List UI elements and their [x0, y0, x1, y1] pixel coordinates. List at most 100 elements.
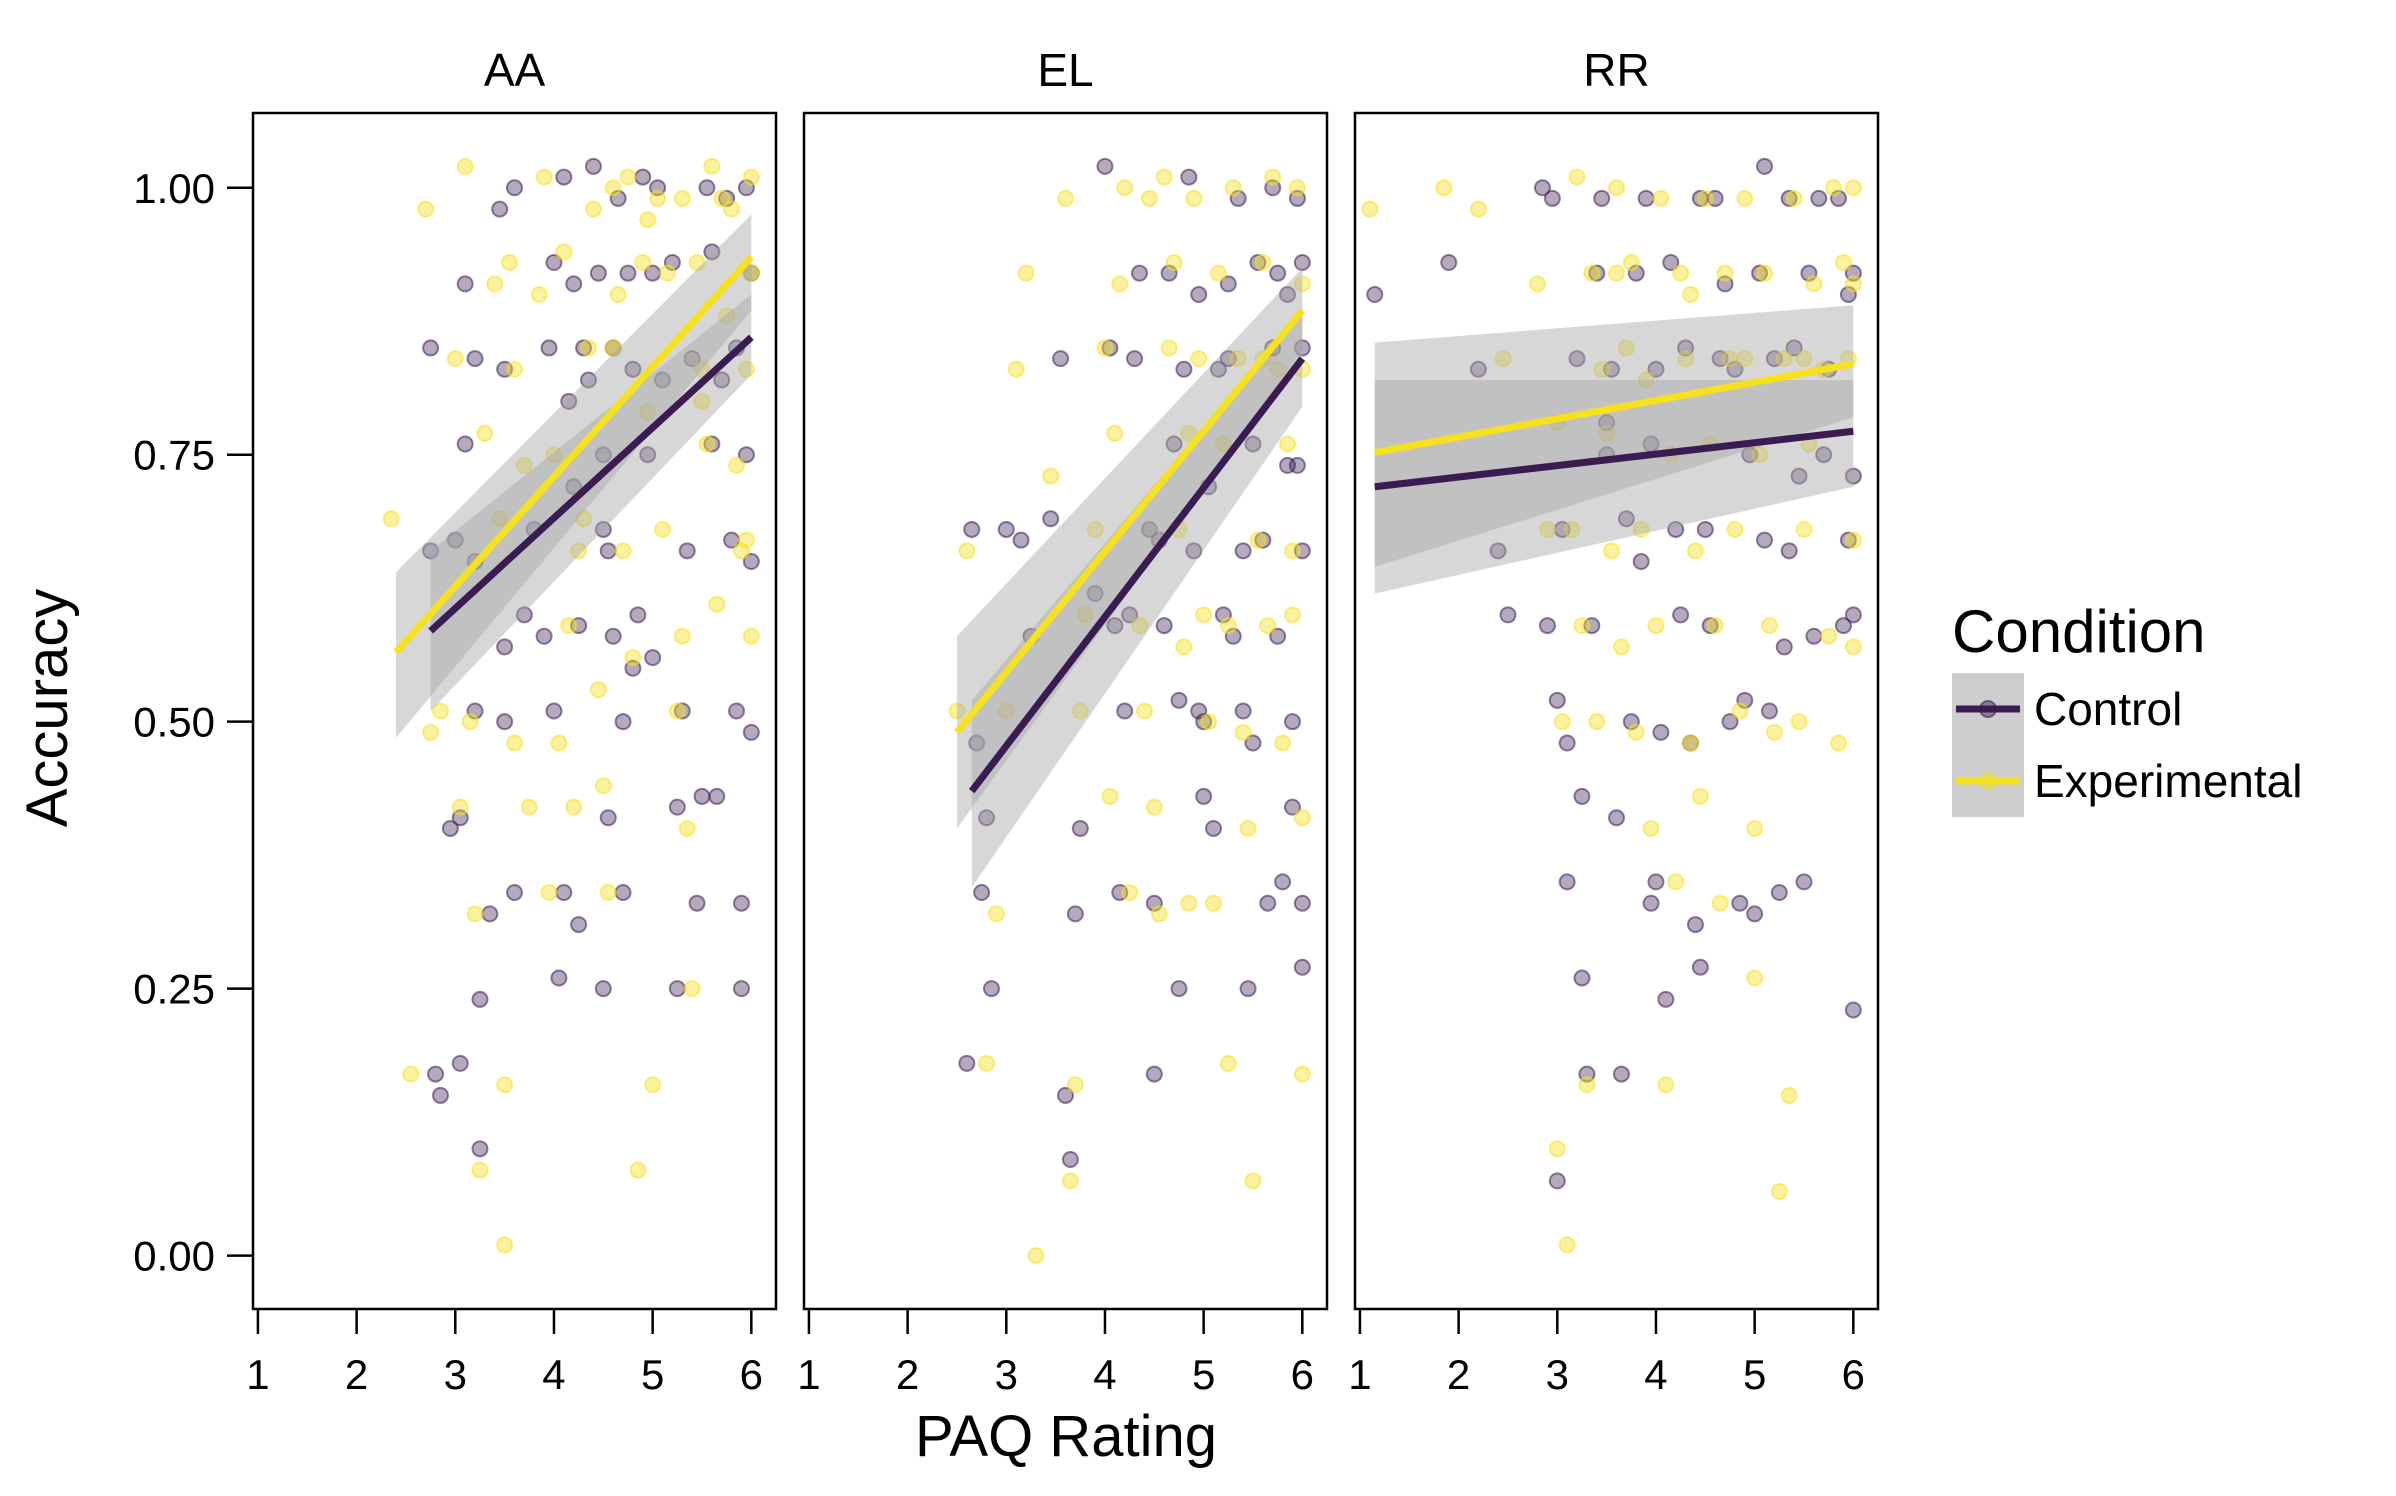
data-point-experimental [1548, 1140, 1566, 1158]
data-point-experimental [693, 392, 711, 410]
data-point-control [1785, 339, 1803, 357]
data-point-experimental [555, 243, 573, 261]
data-point-experimental [708, 595, 726, 613]
confidence-band-experimental [956, 267, 1303, 829]
facet-panel-el: EL 1 2 3 4 5 6 [797, 44, 1329, 1398]
data-point-control [1672, 606, 1690, 624]
data-point-experimental [1076, 606, 1094, 624]
data-point-experimental [1598, 424, 1616, 442]
data-point-control [604, 627, 622, 645]
data-point-experimental [1244, 1172, 1262, 1190]
data-point-control [594, 520, 612, 538]
data-point-experimental [1042, 467, 1060, 485]
data-point-experimental [1578, 1076, 1596, 1094]
data-point-experimental [1608, 179, 1625, 197]
data-point-experimental [673, 627, 691, 645]
data-point-experimental [1057, 189, 1074, 207]
y-tick-label: 0.50 [133, 699, 215, 746]
y-tick-label: 1.00 [133, 165, 215, 212]
data-point-experimental [1603, 542, 1621, 560]
data-point-control [1756, 157, 1774, 175]
data-point-control [540, 339, 558, 357]
data-point-control [1244, 435, 1262, 453]
data-point-experimental [476, 424, 494, 442]
data-point-control [599, 809, 617, 827]
data-point-experimental [604, 339, 622, 357]
data-point-experimental [1155, 168, 1173, 186]
data-point-control [1096, 157, 1114, 175]
data-point-control [565, 275, 583, 293]
data-point-experimental [1283, 606, 1301, 624]
data-point-control [1061, 1151, 1079, 1168]
data-point-control [1647, 360, 1665, 378]
data-point-experimental [634, 254, 652, 271]
data-point-control [978, 809, 996, 827]
data-point-control [708, 787, 726, 805]
data-point-experimental [1652, 189, 1670, 207]
data-point-experimental [1234, 723, 1252, 741]
data-point-experimental [520, 798, 538, 816]
data-point-experimental [1185, 189, 1203, 207]
data-point-control [1244, 734, 1262, 752]
data-point-control [1254, 531, 1272, 549]
data-point-control [973, 884, 991, 902]
data-point-experimental [718, 307, 736, 325]
data-point-control [968, 734, 986, 752]
data-point-experimental [1677, 350, 1695, 368]
data-point-experimental [742, 168, 760, 186]
data-point-experimental [948, 702, 966, 720]
data-point-experimental [693, 360, 711, 378]
data-point-experimental [1274, 734, 1292, 752]
data-point-control [555, 884, 573, 902]
data-point-control [1269, 627, 1287, 645]
data-point-control [1071, 819, 1089, 837]
data-point-control [688, 894, 706, 912]
data-point-experimental [501, 254, 519, 271]
data-point-experimental [580, 339, 598, 357]
data-point-control [1293, 894, 1311, 912]
data-point-experimental [1736, 189, 1754, 207]
data-point-control [1701, 617, 1719, 635]
legend-key-point [1979, 700, 1997, 718]
data-point-experimental [1361, 200, 1379, 218]
data-point-experimental [1553, 713, 1571, 731]
data-point-control [584, 157, 602, 175]
data-point-experimental [1711, 894, 1729, 912]
facet-panel-rr: RR 1 2 3 4 5 6 [1348, 44, 1880, 1398]
data-point-experimental [1746, 969, 1764, 987]
data-point-control [703, 243, 721, 261]
data-point-experimental [1657, 1076, 1675, 1094]
trend-line-experimental [1374, 360, 1854, 457]
data-point-experimental [1145, 798, 1163, 816]
data-point-experimental [1844, 531, 1862, 549]
data-point-control [594, 980, 612, 998]
data-point-control [1293, 958, 1311, 976]
data-point-control [441, 819, 459, 837]
data-point-experimental [1647, 617, 1665, 635]
data-point-control [1195, 787, 1213, 805]
data-point-experimental [1682, 286, 1700, 304]
data-point-experimental [1820, 627, 1838, 645]
data-point-control [742, 553, 760, 570]
data-point-experimental [417, 200, 435, 218]
data-point-experimental [1746, 819, 1764, 837]
data-point-experimental [506, 734, 523, 752]
data-point-experimental [1805, 275, 1823, 293]
data-point-control [1662, 254, 1680, 271]
y-tick-label: 0.75 [133, 432, 215, 479]
data-point-experimental [644, 1076, 662, 1094]
data-point-control [1775, 638, 1793, 656]
facet-title: RR [1583, 44, 1649, 96]
data-point-experimental [1096, 339, 1114, 357]
data-point-control [575, 339, 593, 357]
data-point-control [1042, 510, 1060, 528]
data-point-experimental [1111, 275, 1129, 293]
legend-key-point [1979, 772, 1997, 790]
data-point-experimental [678, 819, 696, 837]
data-point-control [1052, 350, 1070, 368]
data-point-control [713, 371, 731, 389]
data-point-control [1239, 980, 1257, 998]
data-point-experimental [575, 510, 593, 528]
trend-line-control [428, 334, 754, 634]
